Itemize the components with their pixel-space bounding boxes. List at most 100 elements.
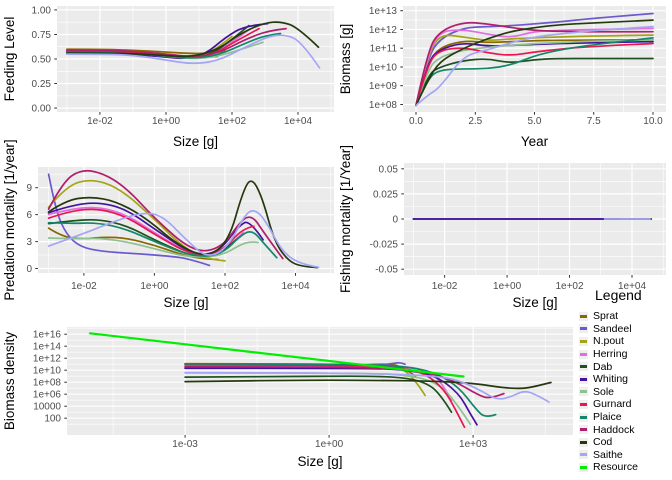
legend-item-haddock: Haddock <box>579 423 671 436</box>
legend-item-label: Gurnard <box>593 398 632 411</box>
predation-mortality-x-tick-label: 1e+00 <box>140 281 169 292</box>
legend: Legend Sprat Sandeel N.pout Herring Dab Whiti… <box>579 287 671 479</box>
feeding-level-x-tick-label: 1e+02 <box>218 116 247 127</box>
legend-key-swatch <box>579 462 588 472</box>
biomass-density-line-resource <box>88 332 465 378</box>
legend-item-gurnard: Gurnard <box>579 398 671 411</box>
predation-mortality-y-axis-title: Predation mortality [1/year] <box>2 139 17 300</box>
feeding-level-y-tick-label: 1.00 <box>32 5 52 16</box>
biomass-line-dab <box>415 57 654 107</box>
legend-item-npout: N.pout <box>579 335 671 348</box>
predation-mortality-x-tick-label: 1e+02 <box>211 281 240 292</box>
biomass-x-tick-label: 2.5 <box>468 116 482 127</box>
feeding-level-x-tick-label: 1e+04 <box>284 116 313 127</box>
fishing-mortality-y-tick-label: -0.025 <box>370 240 399 251</box>
fishing-mortality-y-tick-label: 0.05 <box>379 164 399 175</box>
legend-item-whiting: Whiting <box>579 373 671 386</box>
predation-mortality-line-cod <box>47 180 319 269</box>
biomass-density-x-tick-label: 1e+00 <box>315 439 344 450</box>
predation-mortality-y-tick-label: 9 <box>26 183 32 194</box>
feeding-level-y-tick-label: 0.75 <box>32 30 52 41</box>
legend-key-swatch <box>579 374 588 384</box>
legend-item-label: Cod <box>593 436 613 449</box>
fishing-mortality-x-axis-title: Size [g] <box>512 295 557 310</box>
fishing-mortality-y-tick-label: 0.025 <box>373 189 398 200</box>
biomass-density-y-tick-label: 1e+16 <box>33 330 62 341</box>
biomass-density-y-tick-label: 1e+14 <box>33 342 62 353</box>
biomass-density-y-tick-label: 1e+10 <box>33 366 62 377</box>
fishing-mortality-x-tick-label: 1e+00 <box>493 281 522 292</box>
legend-item-label: N.pout <box>593 335 624 348</box>
predation-mortality-line-saithe <box>47 210 320 269</box>
feeding-level-x-tick-label: 1e+00 <box>152 116 181 127</box>
biomass-x-axis-title: Year <box>521 134 549 149</box>
legend-item-label: Dab <box>593 360 613 373</box>
biomass-x-tick-label: 0.0 <box>409 116 423 127</box>
biomass-density-x-tick-label: 1e+03 <box>459 439 488 450</box>
legend-item-dab: Dab <box>579 360 671 373</box>
legend-title: Legend <box>595 287 642 303</box>
fishing-mortality-y-tick-label: -0.05 <box>375 265 398 276</box>
feeding-level-y-tick-label: 0.50 <box>32 55 52 66</box>
biomass-line-cod <box>415 19 654 107</box>
legend-key-swatch <box>579 336 588 346</box>
fishing-mortality-x-tick-label: 1e+04 <box>618 281 647 292</box>
legend-item-resource: Resource <box>579 461 671 474</box>
legend-item-label: Whiting <box>593 373 629 386</box>
legend-key-swatch <box>579 311 588 321</box>
fishing-mortality-y-tick-label: 0 <box>392 215 398 226</box>
biomass-y-tick-label: 1e+12 <box>369 25 398 36</box>
legend-item-label: Sandeel <box>593 322 632 335</box>
biomass-density-x-axis-title: Size [g] <box>297 454 342 469</box>
legend-key-swatch <box>579 399 588 409</box>
legend-key-swatch <box>579 349 588 359</box>
predation-mortality-x-tick-label: 1e+04 <box>281 281 310 292</box>
legend-key-swatch <box>579 450 588 460</box>
biomass-density-line-plaice <box>184 363 497 417</box>
feeding-level-line-cod <box>66 21 320 58</box>
biomass-density-y-tick-label: 1e+06 <box>33 390 62 401</box>
feeding-level-x-axis-title: Size [g] <box>173 134 218 149</box>
biomass-density-y-tick-label: 10000 <box>33 402 61 413</box>
biomass-density-y-tick-label: 1e+12 <box>33 354 62 365</box>
feeding-level-y-tick-label: 0.00 <box>32 104 52 115</box>
biomass-y-tick-label: 1e+13 <box>369 6 398 17</box>
biomass-line-plaice <box>415 37 654 107</box>
biomass-density-line-saithe <box>184 371 550 403</box>
legend-item-label: Plaice <box>593 411 622 424</box>
predation-mortality-x-axis-title: Size [g] <box>163 295 208 310</box>
legend-key-swatch <box>579 324 588 334</box>
legend-item-plaice: Plaice <box>579 411 671 424</box>
biomass-line-haddock <box>415 21 654 107</box>
legend-key-swatch <box>579 362 588 372</box>
feeding-level-x-tick-label: 1e-02 <box>87 116 113 127</box>
legend-key-swatch <box>579 425 588 435</box>
biomass-density-x-tick-label: 1e-03 <box>172 439 198 450</box>
predation-mortality-line-whiting <box>47 202 264 255</box>
legend-key-swatch <box>579 387 588 397</box>
biomass-y-tick-label: 1e+08 <box>369 100 398 111</box>
legend-item-label: Saithe <box>593 448 623 461</box>
legend-item-sole: Sole <box>579 386 671 399</box>
legend-item-sandeel: Sandeel <box>579 323 671 336</box>
legend-item-label: Sprat <box>593 310 619 323</box>
legend-item-label: Resource <box>593 461 638 474</box>
predation-mortality-line-sandeel <box>47 173 211 267</box>
predation-mortality-y-tick-label: 6 <box>26 210 32 221</box>
biomass-x-tick-label: 7.5 <box>587 116 601 127</box>
biomass-x-tick-label: 10.0 <box>643 116 663 127</box>
legend-key-swatch <box>579 437 588 447</box>
predation-mortality-y-tick-label: 0 <box>26 264 32 275</box>
legend-item-label: Herring <box>593 348 628 361</box>
biomass-y-tick-label: 1e+09 <box>369 81 398 92</box>
legend-item-cod: Cod <box>579 436 671 449</box>
legend-item-label: Sole <box>593 385 615 398</box>
feeding-level-line-saithe <box>66 34 321 69</box>
biomass-x-tick-label: 5.0 <box>528 116 542 127</box>
feeding-level-y-tick-label: 0.25 <box>32 79 52 90</box>
biomass-y-tick-label: 1e+10 <box>369 63 398 74</box>
biomass-density-line-cod <box>184 379 552 390</box>
legend-items: Sprat Sandeel N.pout Herring Dab Whiting Sole G… <box>579 310 671 474</box>
biomass-density-y-tick-label: 1e+08 <box>33 378 62 389</box>
